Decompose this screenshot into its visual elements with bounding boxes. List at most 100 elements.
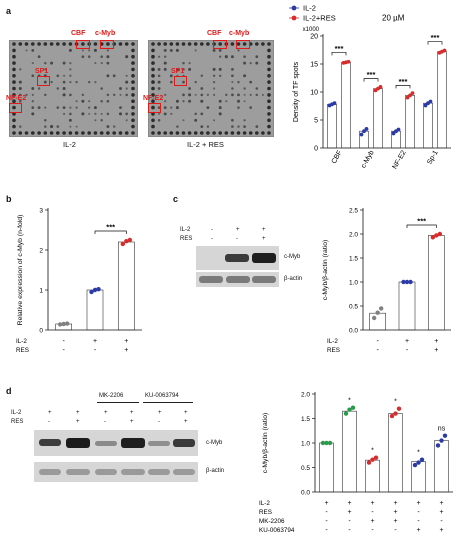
array-il2-res-spot <box>225 100 228 103</box>
chart-b-cond-value: + <box>124 338 128 345</box>
array-il2-spot <box>118 131 123 135</box>
array-il2-res-spot <box>206 106 210 110</box>
panel-label-c: c <box>173 194 179 204</box>
array-il2-spot <box>106 99 110 103</box>
array-il2-spot <box>12 48 16 53</box>
chart-c-point <box>430 235 436 240</box>
chart-d-ylabel: c-Myb/β-actin (ratio) <box>262 413 269 474</box>
array-il2-res-spot <box>194 112 197 116</box>
array-box-cmyb-right <box>236 40 250 49</box>
array-il2-spot <box>94 119 97 122</box>
array-il2-res-spot <box>151 112 155 116</box>
chart-d-bar <box>319 442 334 493</box>
array-il2-res-spot <box>212 67 216 71</box>
array-il2-spot <box>12 54 16 59</box>
chart-d-point <box>320 440 326 446</box>
chart-b: 0 1 2 3 Relative expression of c-Myb (n-fold… <box>16 207 142 354</box>
array-il2-spot <box>19 125 22 128</box>
array-il2-spot <box>119 93 122 96</box>
array-il2-res-spot <box>175 42 180 46</box>
array-il2-res-spot <box>169 48 173 52</box>
chart-c-cond-value: + <box>434 347 438 354</box>
array-il2-res-spot <box>151 48 155 53</box>
chart-d-bar-annotation: * <box>348 398 351 405</box>
array-il2-spot <box>12 131 16 135</box>
chart-b-ytick-label: 3 <box>39 207 43 214</box>
array-label-sp1-left: SP1 <box>35 68 49 75</box>
chart-d-point <box>373 455 379 460</box>
array-il2-spot <box>106 55 110 59</box>
array-il2-spot <box>94 81 97 84</box>
array-il2-spot <box>62 106 66 110</box>
array-il2-spot <box>118 42 123 46</box>
array-il2-res-spot <box>231 81 234 84</box>
array-il2-res-spot <box>169 42 174 46</box>
chart-c-cond-label: IL-2 <box>327 338 338 345</box>
array-il2-spot <box>12 86 16 91</box>
blot-c-il2-1: - <box>211 227 213 233</box>
array-il2-spot <box>106 93 110 97</box>
array-il2-res-spot <box>157 42 161 46</box>
blot-d-cond-res-3: - <box>104 419 106 425</box>
array-il2-spot <box>31 42 35 46</box>
array-il2-spot <box>62 61 66 65</box>
blot-d-cond-il-2-2: + <box>76 410 80 416</box>
blot-d-cond-res-5: - <box>158 419 160 425</box>
chart-d-point <box>350 405 356 410</box>
array-il2-res-spot <box>237 93 240 97</box>
chart-c-ytick-label: 2.0 <box>349 231 358 238</box>
array-il2-res-spot <box>206 131 210 135</box>
chart-c-point <box>401 279 406 285</box>
array-il2-res-spot <box>218 42 222 46</box>
blot-d-cmyb-strip <box>34 430 198 456</box>
chart-c-cond-value: + <box>434 338 438 345</box>
chart-d-point <box>366 460 372 465</box>
array-il2-res-spot <box>218 131 222 135</box>
blot-d-cond-res-1: - <box>48 419 50 425</box>
chart-a-point <box>346 59 351 64</box>
array-il2-spot <box>131 131 135 135</box>
array-il2-spot <box>125 80 129 84</box>
array-il2-res-spot <box>255 93 259 97</box>
array-il2-res-spot <box>164 100 167 103</box>
chart-d-cond-value: + <box>370 518 374 525</box>
array-il2-spot <box>19 99 22 103</box>
chart-d-cond-label: RES <box>259 509 272 516</box>
chart-b-point <box>89 289 94 295</box>
array-il2-spot <box>49 42 54 46</box>
array-il2-spot <box>69 106 72 109</box>
array-il2-res-spot <box>169 80 173 84</box>
array-il2-spot <box>75 125 78 128</box>
array-il2-res-spot <box>151 131 155 135</box>
array-il2-spot <box>12 67 16 72</box>
array-il2-spot <box>131 74 135 78</box>
array-il2-res-spot <box>151 61 155 65</box>
chart-c-cond-value: + <box>405 338 409 345</box>
array-il2-spot <box>100 62 103 65</box>
array-il2-spot <box>12 99 16 103</box>
array-il2-res-spot <box>169 131 174 135</box>
array-il2-res-spot <box>187 131 192 135</box>
chart-c: 0.0 0.5 1.0 1.5 2.0 2.5 c-Myb/β-actin (ratio) *… <box>322 207 451 354</box>
array-il2-spot <box>19 68 22 71</box>
array-il2-spot <box>124 42 129 46</box>
chart-d-cond-value: - <box>417 509 420 516</box>
blot-d-cond-res-6: + <box>184 419 188 425</box>
array-il2-res-spot <box>243 119 246 122</box>
array-il2-res-spot <box>230 42 235 46</box>
array-il2-res-spot <box>219 55 222 58</box>
chart-a-category-label: CBF <box>331 150 344 166</box>
array-il2-res-spot <box>200 99 204 103</box>
array-il2-res-spot <box>182 93 185 97</box>
array-il2-spot <box>69 62 72 65</box>
array-il2-spot <box>131 118 135 123</box>
array-il2-spot <box>12 112 16 116</box>
array-il2-spot <box>131 80 135 84</box>
chart-a-point <box>391 131 396 136</box>
chart-d-ytick-label: 1.0 <box>301 440 310 447</box>
array-il2-spot <box>56 87 60 90</box>
chart-c-point <box>434 233 439 238</box>
chart-c-sig-label: *** <box>417 217 426 226</box>
array-il2-res-spot <box>243 61 247 65</box>
chart-c-bar <box>369 312 386 331</box>
